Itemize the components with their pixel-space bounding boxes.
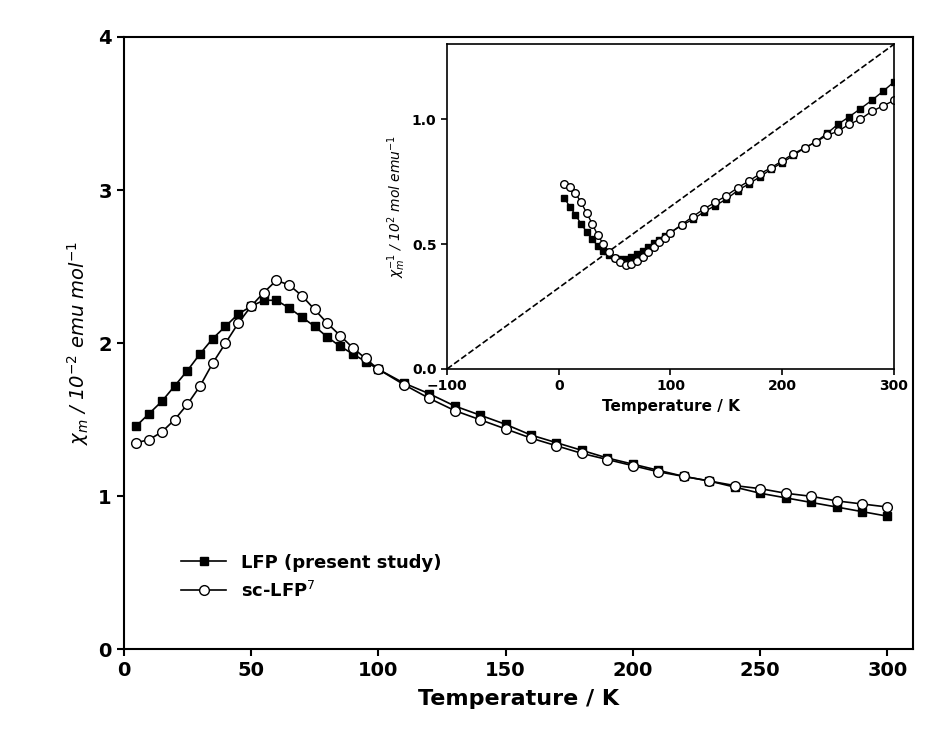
LFP (present study) <box>652 466 664 475</box>
LFP (present study) <box>602 454 613 463</box>
LFP (present study) <box>309 322 320 331</box>
sc-LFP$^7$ <box>207 359 219 368</box>
LFP (present study) <box>856 507 867 516</box>
LFP (present study) <box>678 472 689 481</box>
sc-LFP$^7$ <box>423 394 435 403</box>
LFP (present study) <box>398 379 410 387</box>
LFP (present study) <box>754 489 766 497</box>
sc-LFP$^7$ <box>551 441 562 450</box>
Y-axis label: $\chi_m^{-1}$ / 10$^{2}$ mol emu$^{-1}$: $\chi_m^{-1}$ / 10$^{2}$ mol emu$^{-1}$ <box>385 135 408 278</box>
LFP (present study) <box>296 313 307 322</box>
sc-LFP$^7$ <box>475 415 486 424</box>
sc-LFP$^7$ <box>130 438 142 447</box>
sc-LFP$^7$ <box>652 467 664 476</box>
LFP (present study) <box>258 296 269 305</box>
sc-LFP$^7$ <box>602 455 613 464</box>
sc-LFP$^7$ <box>373 365 384 373</box>
LFP (present study) <box>729 483 741 492</box>
LFP (present study) <box>245 302 257 311</box>
sc-LFP$^7$ <box>321 319 333 328</box>
sc-LFP$^7$ <box>156 427 167 436</box>
LFP (present study) <box>423 389 435 398</box>
sc-LFP$^7$ <box>627 461 638 470</box>
LFP (present study) <box>475 411 486 420</box>
LFP (present study) <box>182 366 193 375</box>
LFP (present study) <box>500 420 512 429</box>
sc-LFP$^7$ <box>347 343 359 352</box>
sc-LFP$^7$ <box>398 380 410 389</box>
LFP (present study) <box>551 438 562 447</box>
LFP (present study) <box>525 431 536 440</box>
sc-LFP$^7$ <box>831 497 843 506</box>
LFP (present study) <box>283 303 295 312</box>
LFP (present study) <box>780 494 791 503</box>
LFP (present study) <box>359 357 371 366</box>
sc-LFP$^7$ <box>245 302 257 311</box>
LFP (present study) <box>169 382 181 390</box>
sc-LFP$^7$ <box>359 354 371 363</box>
LFP (present study) <box>207 334 219 343</box>
X-axis label: Temperature / K: Temperature / K <box>417 689 619 708</box>
sc-LFP$^7$ <box>335 331 346 340</box>
Legend: LFP (present study), sc-LFP$^7$: LFP (present study), sc-LFP$^7$ <box>172 545 450 610</box>
LFP (present study) <box>271 296 282 305</box>
sc-LFP$^7$ <box>805 492 817 500</box>
LFP (present study) <box>194 350 205 359</box>
sc-LFP$^7$ <box>232 319 243 328</box>
LFP (present study) <box>576 446 588 455</box>
sc-LFP$^7$ <box>194 382 205 390</box>
sc-LFP$^7$ <box>754 484 766 493</box>
sc-LFP$^7$ <box>780 489 791 497</box>
LFP (present study) <box>232 310 243 319</box>
sc-LFP$^7$ <box>169 415 181 424</box>
Line: LFP (present study): LFP (present study) <box>132 296 892 520</box>
sc-LFP$^7$ <box>449 406 460 415</box>
LFP (present study) <box>220 322 231 331</box>
LFP (present study) <box>449 401 460 410</box>
sc-LFP$^7$ <box>309 305 320 314</box>
sc-LFP$^7$ <box>283 280 295 289</box>
sc-LFP$^7$ <box>271 276 282 285</box>
X-axis label: Temperature / K: Temperature / K <box>602 399 739 414</box>
sc-LFP$^7$ <box>182 400 193 409</box>
sc-LFP$^7$ <box>882 503 893 511</box>
sc-LFP$^7$ <box>500 424 512 433</box>
Y-axis label: $\chi_m$ / 10$^{-2}$ emu mol$^{-1}$: $\chi_m$ / 10$^{-2}$ emu mol$^{-1}$ <box>66 241 91 445</box>
LFP (present study) <box>321 333 333 342</box>
LFP (present study) <box>805 498 817 507</box>
LFP (present study) <box>373 365 384 373</box>
sc-LFP$^7$ <box>678 472 689 481</box>
sc-LFP$^7$ <box>729 481 741 490</box>
LFP (present study) <box>335 342 346 351</box>
sc-LFP$^7$ <box>220 339 231 348</box>
LFP (present study) <box>627 460 638 469</box>
sc-LFP$^7$ <box>856 500 867 508</box>
sc-LFP$^7$ <box>525 434 536 443</box>
LFP (present study) <box>347 350 359 359</box>
sc-LFP$^7$ <box>144 435 155 444</box>
LFP (present study) <box>882 511 893 520</box>
LFP (present study) <box>130 421 142 430</box>
sc-LFP$^7$ <box>704 477 715 486</box>
LFP (present study) <box>704 477 715 486</box>
Line: sc-LFP$^7$: sc-LFP$^7$ <box>131 275 892 512</box>
LFP (present study) <box>831 503 843 511</box>
sc-LFP$^7$ <box>296 292 307 300</box>
sc-LFP$^7$ <box>258 289 269 297</box>
LFP (present study) <box>156 397 167 406</box>
sc-LFP$^7$ <box>576 449 588 458</box>
LFP (present study) <box>144 409 155 418</box>
